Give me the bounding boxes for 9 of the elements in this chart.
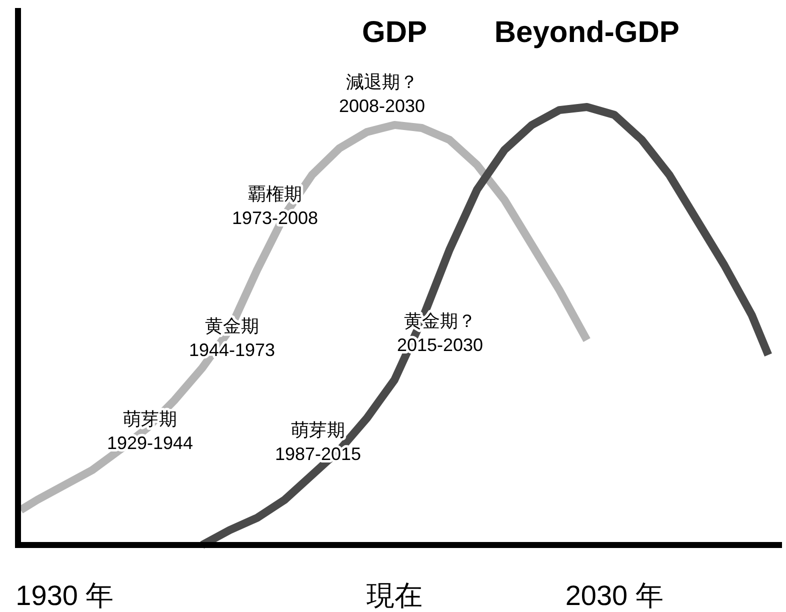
text: Beyond-GDP <box>494 16 680 49</box>
annotation: 萌芽期 1929-1944 <box>106 409 194 453</box>
x-tick-label: 1930 年 <box>16 580 114 611</box>
annotation: 覇権期 1973-2008 <box>232 184 318 228</box>
x-tick-label: 2030 年 <box>565 580 664 611</box>
text: GDP <box>362 16 428 49</box>
x-tick-label: 現在 <box>366 580 423 611</box>
annotation: 減退期？ 2008-2030 <box>338 72 426 116</box>
annotation: 黄金期 1944-1973 <box>188 316 276 360</box>
